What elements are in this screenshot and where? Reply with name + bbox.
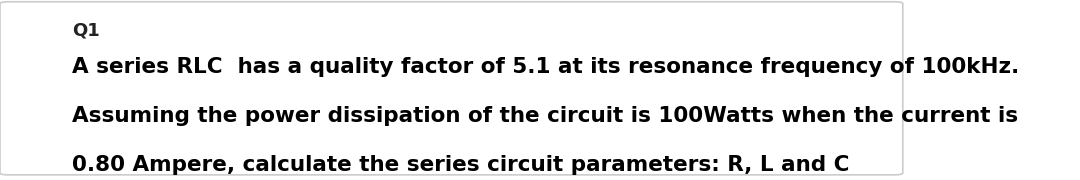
Text: A series RLC  has a quality factor of 5.1 at its resonance frequency of 100kHz.: A series RLC has a quality factor of 5.1… <box>72 57 1020 76</box>
Text: Assuming the power dissipation of the circuit is 100Watts when the current is: Assuming the power dissipation of the ci… <box>72 106 1018 126</box>
Text: 0.80 Ampere, calculate the series circuit parameters: R, L and C: 0.80 Ampere, calculate the series circui… <box>72 156 850 176</box>
Text: Q1: Q1 <box>72 21 100 39</box>
FancyBboxPatch shape <box>0 2 903 175</box>
